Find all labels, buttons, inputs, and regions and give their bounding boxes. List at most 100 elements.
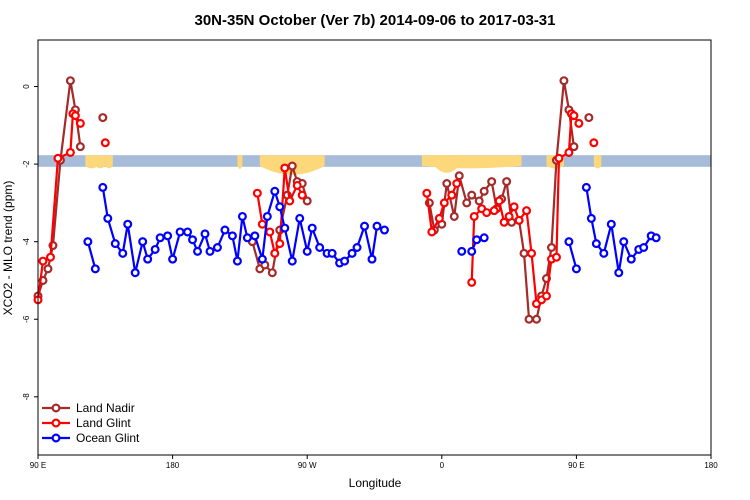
series-line <box>567 241 578 270</box>
land-region <box>95 155 106 169</box>
data-point <box>270 186 280 196</box>
data-point <box>651 233 661 243</box>
data-point <box>439 198 449 208</box>
data-point <box>524 314 534 324</box>
data-point <box>227 231 237 241</box>
data-point <box>237 211 247 221</box>
data-point <box>352 243 362 253</box>
data-point <box>347 248 357 258</box>
axes: 90 E 180 90 W 0 90 E 180 0 -2 -4 -6 -8 <box>22 84 718 470</box>
data-point <box>487 177 497 187</box>
data-point <box>479 233 489 243</box>
data-point <box>70 111 80 121</box>
data-point <box>110 239 120 249</box>
data-point <box>489 206 499 216</box>
data-point <box>75 118 85 128</box>
data-point <box>447 190 457 200</box>
data-point <box>98 182 108 192</box>
data-point <box>302 246 312 256</box>
land-region <box>593 155 602 169</box>
data-point <box>287 161 297 171</box>
data-point <box>469 211 479 221</box>
data-point <box>168 254 178 264</box>
data-point <box>360 221 370 231</box>
series-line <box>585 187 657 274</box>
data-point <box>65 76 75 86</box>
data-point <box>474 196 484 206</box>
data-point <box>297 190 307 200</box>
series-land-glint <box>33 109 599 309</box>
y-tick-label: -4 <box>22 238 31 246</box>
legend-label: Ocean Glint <box>76 431 140 445</box>
data-point <box>457 246 467 256</box>
y-tick-label: -2 <box>22 160 31 168</box>
data-point <box>175 227 185 237</box>
legend-label: Land Glint <box>76 416 131 430</box>
data-point <box>315 243 325 253</box>
data-point <box>499 217 509 227</box>
data-point <box>442 179 452 189</box>
data-point <box>614 268 624 278</box>
data-point <box>514 215 524 225</box>
data-point <box>379 225 389 235</box>
data-point <box>183 227 193 237</box>
data-point <box>571 264 581 274</box>
data-point <box>639 243 649 253</box>
data-point <box>65 147 75 157</box>
data-point <box>242 233 252 243</box>
land-region <box>434 155 460 173</box>
data-point <box>452 179 462 189</box>
data-point <box>98 113 108 123</box>
land-region <box>237 155 243 169</box>
data-point <box>372 221 382 231</box>
y-tick-label: -8 <box>22 393 31 401</box>
data-point <box>494 196 504 206</box>
data-point <box>285 196 295 206</box>
data-point <box>143 254 153 264</box>
data-point <box>257 219 267 229</box>
data-point <box>591 239 601 249</box>
data-point <box>287 256 297 266</box>
data-point <box>53 153 63 163</box>
data-point <box>280 163 290 173</box>
land-ocean-band <box>38 155 711 175</box>
x-tick-label: 90 E <box>568 461 584 470</box>
data-point <box>118 248 128 258</box>
data-point <box>38 256 48 266</box>
data-point <box>75 142 85 152</box>
data-point <box>532 314 542 324</box>
data-point <box>584 113 594 123</box>
data-point <box>275 202 285 212</box>
series-line <box>86 241 97 270</box>
data-point <box>574 118 584 128</box>
data-point <box>267 268 277 278</box>
ocean-band <box>38 155 711 167</box>
data-point <box>155 233 165 243</box>
data-point <box>130 268 140 278</box>
data-point <box>200 229 210 239</box>
data-point <box>564 147 574 157</box>
x-tick-label: 90 E <box>30 461 46 470</box>
data-point <box>462 198 472 208</box>
data-point <box>509 202 519 212</box>
data-point <box>193 246 203 256</box>
data-point <box>90 264 100 274</box>
data-point <box>163 231 173 241</box>
data-point <box>427 227 437 237</box>
data-point <box>482 208 492 218</box>
x-tick-label: 180 <box>166 461 180 470</box>
data-point <box>434 213 444 223</box>
data-point <box>626 254 636 264</box>
data-point <box>103 213 113 223</box>
data-point <box>522 206 532 216</box>
data-point <box>327 248 337 258</box>
data-point <box>569 111 579 121</box>
data-point <box>541 291 551 301</box>
data-point <box>467 246 477 256</box>
x-tick-label: 90 W <box>298 461 317 470</box>
data-point <box>586 213 596 223</box>
data-point <box>292 180 302 190</box>
series-land-nadir <box>33 76 594 324</box>
